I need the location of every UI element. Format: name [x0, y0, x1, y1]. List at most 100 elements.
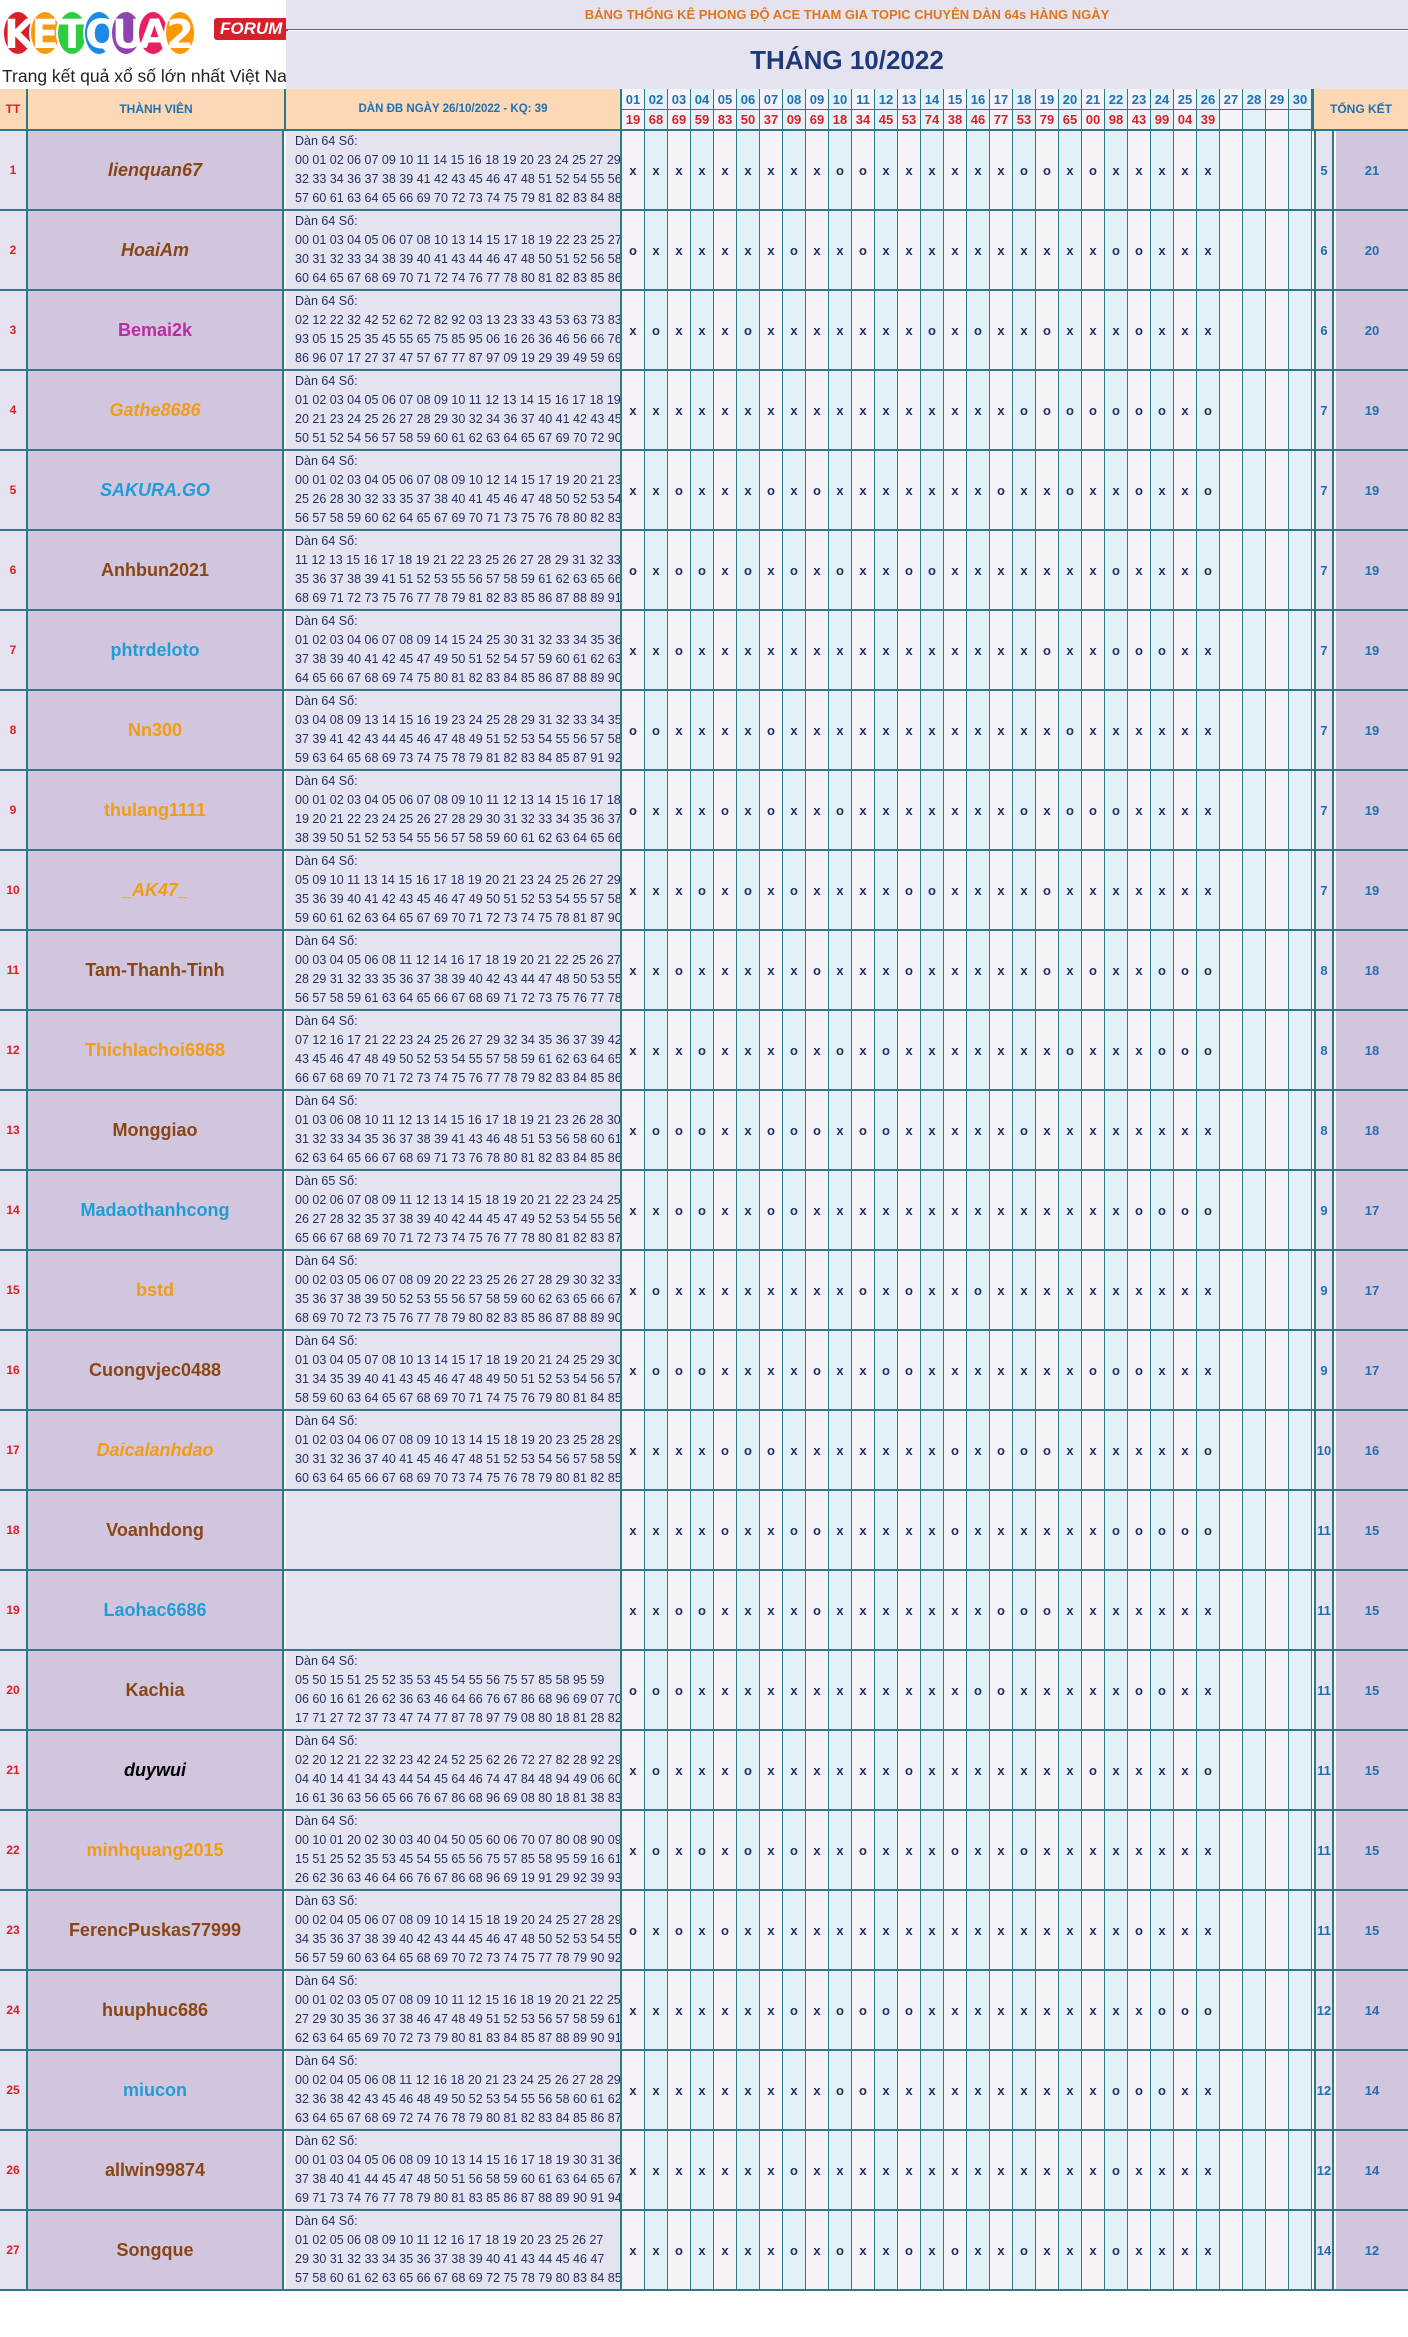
number-set-line: 79 89 99 08 18 28 78 [295, 368, 620, 369]
day-mark: x [1082, 1571, 1105, 1649]
day-mark: x [760, 1571, 783, 1649]
day-mark [1266, 1571, 1289, 1649]
day-mark [1220, 1651, 1243, 1729]
number-set-line: Dàn 64 Số: [295, 454, 358, 468]
row-number: 18 [0, 1491, 28, 1569]
day-mark [1243, 211, 1266, 289]
day-mark: x [875, 211, 898, 289]
day-mark: o [1151, 1011, 1174, 1089]
day-result: 53 [901, 112, 917, 127]
day-mark: x [1082, 1171, 1105, 1249]
day-mark: x [737, 1651, 760, 1729]
day-mark: x [1197, 291, 1220, 369]
day-mark: x [990, 371, 1013, 449]
day-mark: o [1105, 2131, 1128, 2209]
day-column-header: 15 38 [944, 89, 967, 131]
day-mark: x [1105, 291, 1128, 369]
day-mark: x [829, 371, 852, 449]
day-mark [1289, 1251, 1312, 1329]
day-mark: x [691, 2051, 714, 2129]
table-row: 6 Anhbun2021 Dàn 64 Số: 11 12 13 15 16 17 1… [0, 531, 1408, 611]
day-mark: x [806, 851, 829, 929]
day-mark: o [1128, 211, 1151, 289]
day-result [1266, 110, 1288, 129]
day-mark: x [1013, 1251, 1036, 1329]
day-mark: o [645, 1091, 668, 1169]
day-mark: o [1013, 1411, 1036, 1489]
day-mark: x [990, 1891, 1013, 1969]
day-mark: x [1174, 131, 1197, 209]
day-mark: x [875, 1491, 898, 1569]
day-mark: x [967, 1491, 990, 1569]
row-number: 20 [0, 1651, 28, 1729]
day-mark: x [1197, 1091, 1220, 1169]
miss-count: 8 [1314, 1091, 1334, 1169]
win-count: 17 [1336, 1331, 1408, 1409]
number-set-line: 01 03 04 05 07 08 10 13 14 15 17 18 19 2… [295, 1353, 620, 1367]
day-mark: x [875, 1651, 898, 1729]
day-mark: x [1197, 691, 1220, 769]
day-mark: x [1151, 1571, 1174, 1649]
day-mark: x [1082, 1411, 1105, 1489]
day-mark: o [1036, 131, 1059, 209]
table-row: 11 Tam-Thanh-Tinh Dàn 64 Số: 00 03 04 05 06… [0, 931, 1408, 1011]
day-mark: o [1105, 531, 1128, 609]
number-set: Dàn 64 Số: 05 50 15 51 25 52 35 53 45 54 … [286, 1651, 622, 1729]
day-mark: x [875, 1171, 898, 1249]
day-mark: x [714, 1011, 737, 1089]
day-mark: o [691, 851, 714, 929]
day-mark: x [967, 1811, 990, 1889]
day-mark [1289, 611, 1312, 689]
day-mark [1289, 931, 1312, 1009]
day-mark: x [1036, 211, 1059, 289]
table-row: 13 Monggiao Dàn 64 Số: 01 03 06 08 10 11 12… [0, 1091, 1408, 1171]
number-set-line: Dàn 64 Số: [295, 134, 358, 148]
day-mark: x [760, 531, 783, 609]
day-mark: x [806, 1171, 829, 1249]
day-mark: x [1197, 2211, 1220, 2289]
day-mark: o [622, 771, 645, 849]
day-mark: o [645, 1251, 668, 1329]
day-mark: x [691, 1491, 714, 1569]
day-mark: x [875, 611, 898, 689]
day-mark: o [1059, 371, 1082, 449]
number-set [286, 1571, 622, 1649]
day-mark: o [990, 1571, 1013, 1649]
day-mark [1220, 1171, 1243, 1249]
day-mark: x [1197, 1651, 1220, 1729]
day-mark: x [737, 691, 760, 769]
day-mark: x [645, 1491, 668, 1569]
day-mark: x [1059, 611, 1082, 689]
day-column-header: 30 [1289, 89, 1312, 131]
day-mark: o [898, 1331, 921, 1409]
day-mark: x [760, 1811, 783, 1889]
day-mark [1289, 1571, 1312, 1649]
member-name: allwin99874 [28, 2131, 284, 2209]
day-mark: o [668, 611, 691, 689]
number-set-line: 31 34 35 39 40 41 43 45 46 47 48 49 50 5… [295, 1372, 620, 1386]
day-mark: o [1082, 771, 1105, 849]
day-mark: x [1105, 1571, 1128, 1649]
miss-count: 7 [1314, 691, 1334, 769]
day-mark: o [806, 1331, 829, 1409]
day-mark [1220, 1331, 1243, 1409]
number-set-line: Dàn 63 Số: [295, 1894, 358, 1908]
day-mark: o [829, 2211, 852, 2289]
day-mark: x [1036, 1251, 1059, 1329]
day-mark: x [944, 931, 967, 1009]
day-mark: x [944, 1971, 967, 2049]
day-mark: x [1082, 1491, 1105, 1569]
day-result: 09 [786, 112, 802, 127]
day-mark: o [1013, 131, 1036, 209]
day-mark: x [875, 1251, 898, 1329]
day-mark: o [668, 531, 691, 609]
day-mark: x [898, 2051, 921, 2129]
day-mark: x [967, 1891, 990, 1969]
day-mark: x [944, 131, 967, 209]
number-set-line: 64 65 66 67 68 69 74 75 80 81 82 83 84 8… [295, 671, 620, 685]
day-mark: x [944, 451, 967, 529]
day-mark: o [1128, 451, 1151, 529]
day-mark [1289, 1171, 1312, 1249]
number-set-line: 05 09 10 11 13 14 15 16 17 18 19 20 21 2… [295, 873, 620, 887]
